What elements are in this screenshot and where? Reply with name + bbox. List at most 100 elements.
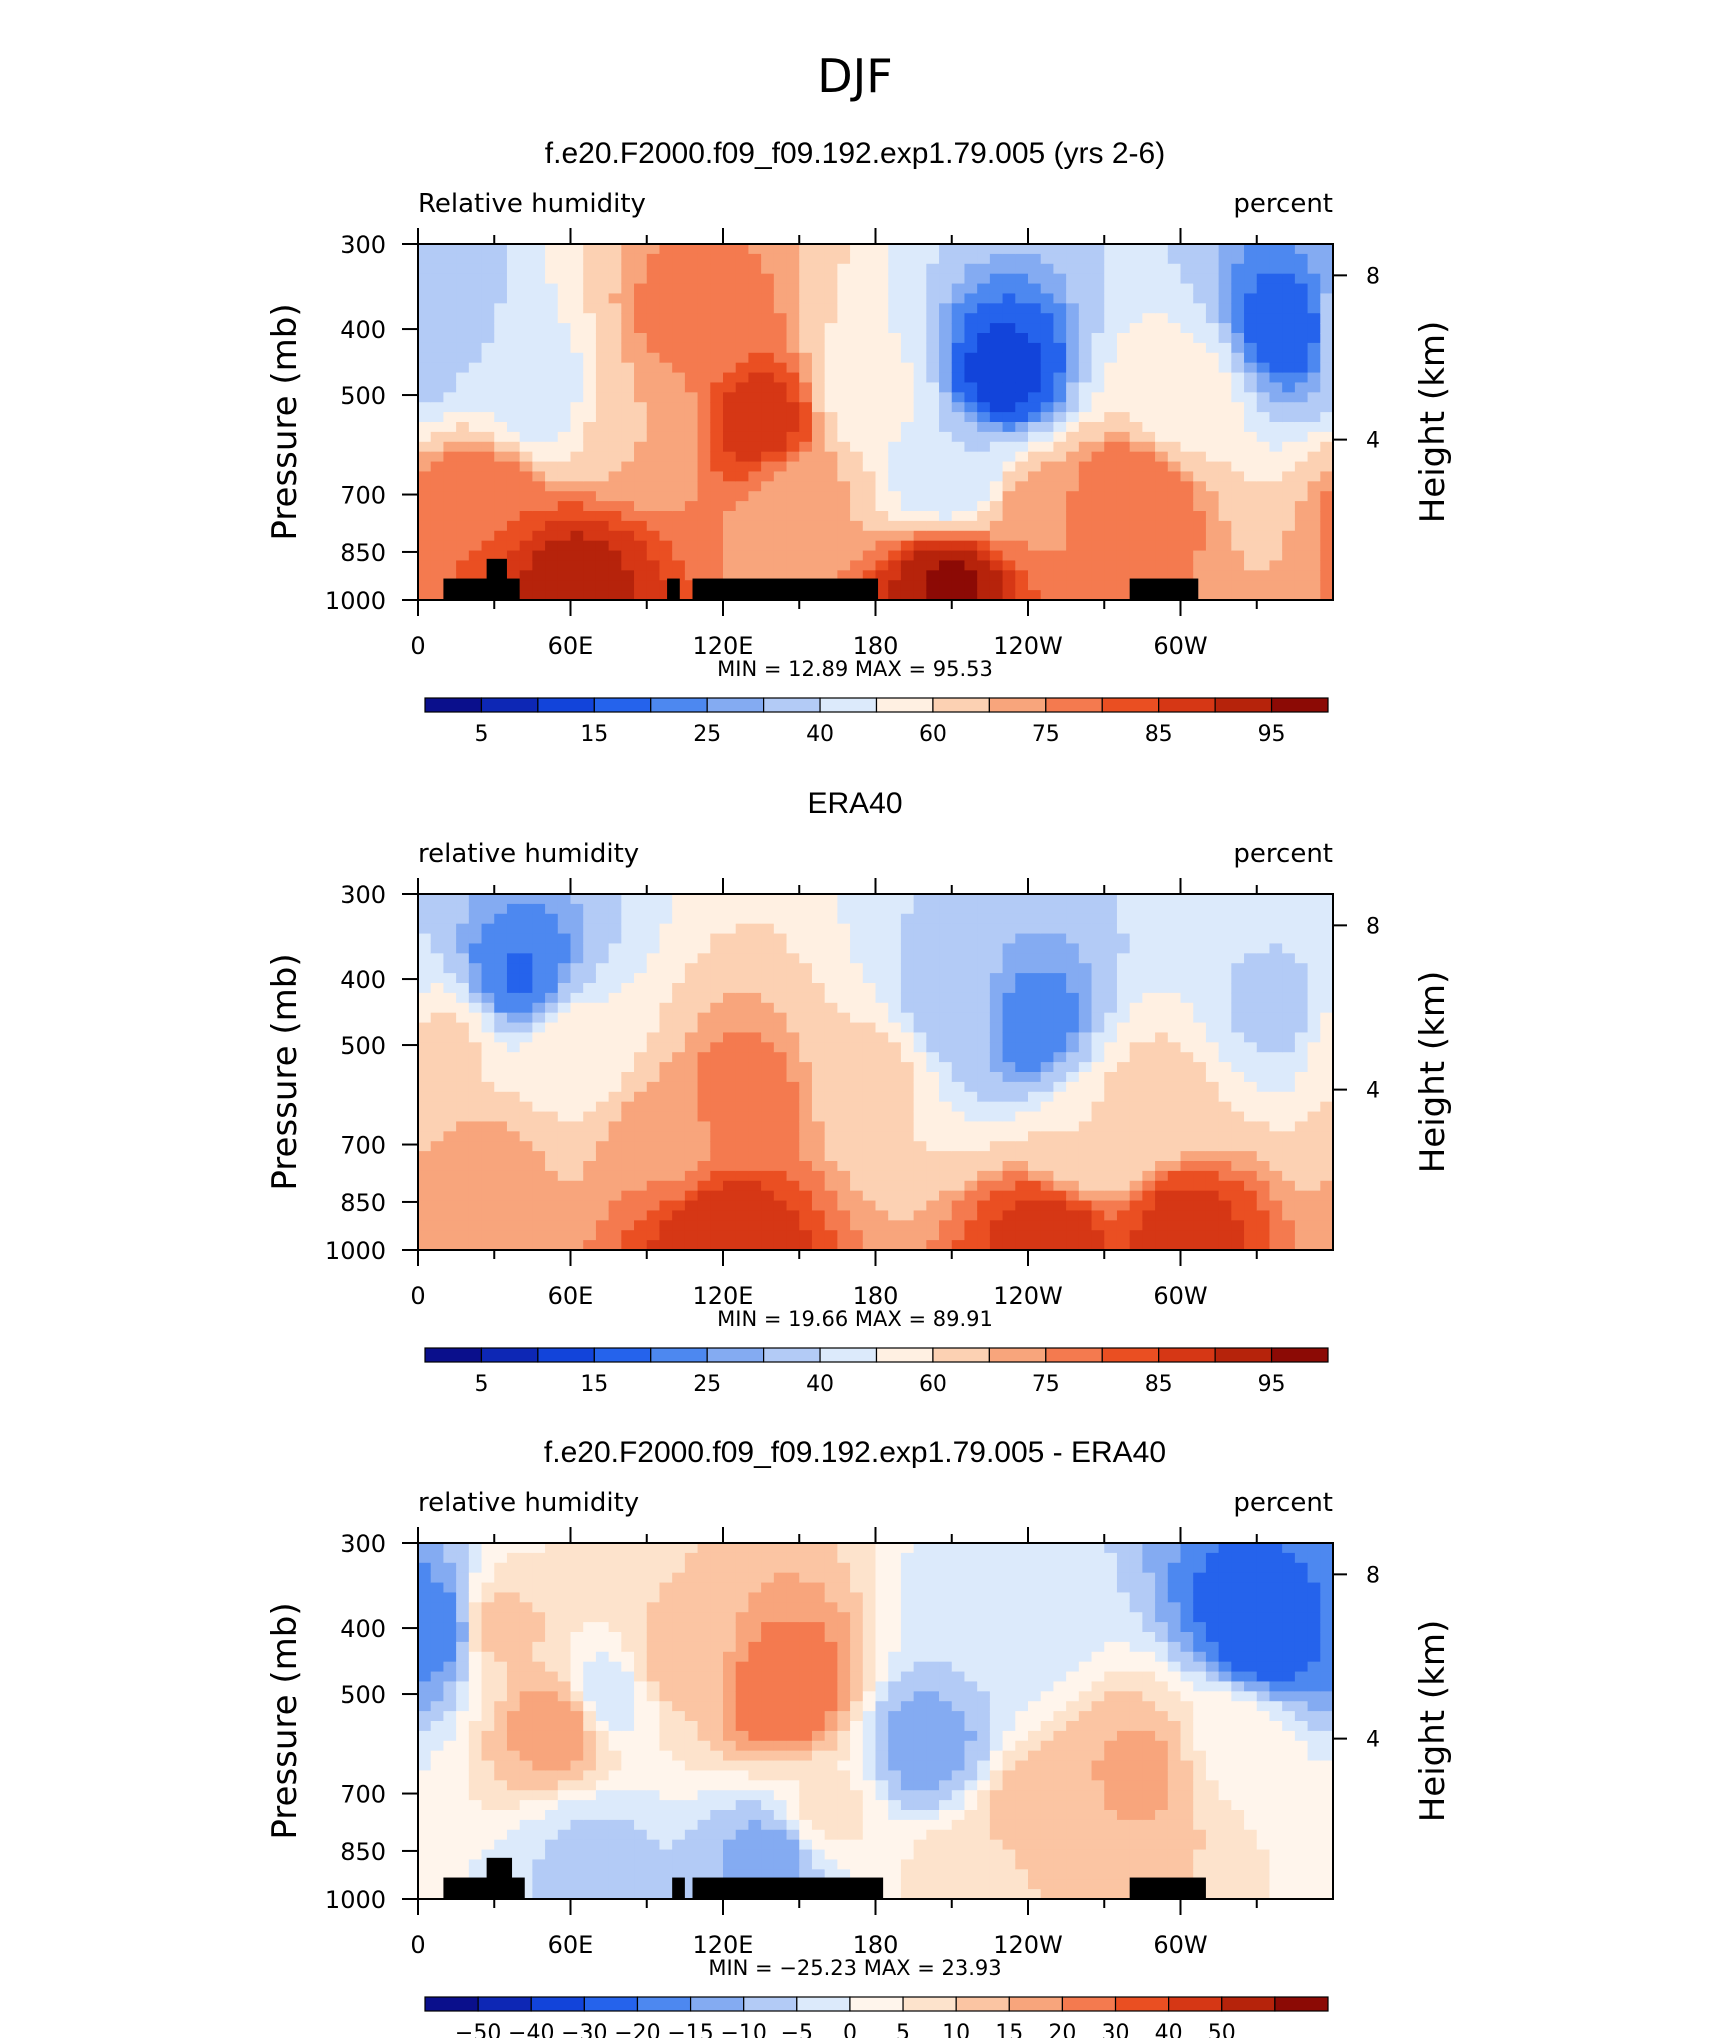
field-cell: [1282, 352, 1296, 364]
field-cell: [900, 1101, 915, 1113]
field-cell: [1167, 263, 1182, 275]
field-cell: [634, 983, 648, 994]
field-cell: [939, 1121, 953, 1132]
field-cell: [621, 253, 635, 265]
field-cell: [1231, 570, 1245, 581]
field-cell: [926, 1121, 940, 1132]
field-cell: [900, 903, 915, 915]
field-cell: [430, 913, 445, 925]
field-cell: [1231, 253, 1245, 265]
field-cell: [850, 530, 864, 542]
field-cell: [1193, 511, 1207, 522]
field-cell: [456, 923, 470, 935]
field-cell: [1116, 1240, 1131, 1250]
field-cell: [570, 570, 584, 581]
field-cell: [672, 1022, 686, 1034]
field-cell: [1104, 953, 1118, 964]
field-cell: [481, 923, 495, 935]
field-cell: [1269, 362, 1283, 374]
field-cell: [1066, 382, 1080, 393]
field-cell: [659, 953, 673, 964]
field-cell: [926, 293, 940, 304]
field-cell: [456, 253, 470, 265]
field-cell: [964, 943, 978, 954]
field-cell: [888, 491, 902, 502]
field-cell: [519, 431, 533, 443]
field-cell: [1142, 1091, 1156, 1103]
field-cell: [506, 431, 521, 443]
field-cell: [481, 1210, 495, 1221]
field-cell: [926, 1111, 940, 1123]
field-cell: [1078, 1111, 1093, 1123]
field-cell: [799, 1200, 813, 1212]
field-cell: [532, 1032, 546, 1043]
field-cell: [951, 471, 966, 482]
field-cell: [545, 313, 559, 324]
field-cell: [900, 894, 915, 905]
field-cell: [1078, 530, 1093, 542]
field-cell: [494, 372, 508, 384]
field-cell: [418, 412, 432, 423]
field-cell: [1053, 412, 1067, 423]
field-cell: [735, 441, 750, 453]
field-cell: [1028, 313, 1042, 324]
field-cell: [621, 1052, 635, 1063]
field-cell: [1218, 992, 1232, 1004]
field-cell: [977, 1190, 991, 1202]
field-cell: [1193, 293, 1207, 304]
field-cell: [1104, 1170, 1118, 1182]
field-cell: [1256, 530, 1271, 542]
field-cell: [1053, 560, 1067, 571]
field-cell: [494, 461, 508, 473]
field-cell: [634, 382, 648, 393]
field-cell: [1078, 1180, 1093, 1192]
field-cell: [621, 333, 635, 344]
field-cell: [1218, 520, 1232, 532]
field-cell: [456, 372, 470, 384]
field-cell: [913, 903, 927, 915]
field-cell: [646, 1151, 661, 1162]
field-cell: [621, 590, 635, 600]
field-cell: [583, 1022, 597, 1034]
field-cell: [786, 913, 800, 925]
field-cell: [430, 963, 445, 974]
field-cell: [1053, 1081, 1067, 1093]
field-cell: [1193, 1131, 1207, 1142]
field-cell: [1205, 560, 1220, 571]
field-cell: [646, 1062, 661, 1073]
field-cell: [519, 550, 533, 562]
field-cell: [1040, 1161, 1055, 1172]
field-cell: [570, 244, 584, 255]
field-cell: [1218, 894, 1232, 905]
field-cell: [1180, 1081, 1194, 1093]
field-cell: [1002, 244, 1016, 255]
field-cell: [1015, 372, 1029, 384]
field-cell: [1129, 1151, 1143, 1162]
field-cell: [786, 461, 800, 473]
field-cell: [837, 1190, 851, 1202]
field-cell: [481, 1131, 495, 1142]
field-cell: [1167, 1091, 1182, 1103]
field-cell: [1167, 983, 1182, 994]
field-cell: [799, 1210, 813, 1221]
field-cell: [888, 402, 902, 413]
field-cell: [1078, 963, 1093, 974]
field-cell: [456, 1170, 470, 1182]
field-cell: [634, 501, 648, 512]
field-cell: [430, 461, 445, 473]
field-cell: [1015, 471, 1029, 482]
field-cell: [837, 570, 851, 581]
field-cell: [964, 1240, 978, 1250]
field-cell: [989, 1062, 1004, 1073]
field-cell: [862, 1042, 877, 1053]
field-cell: [1282, 392, 1296, 403]
field-cell: [443, 481, 457, 492]
field-cell: [723, 412, 737, 423]
field-cell: [1231, 481, 1245, 492]
field-cell: [659, 481, 673, 492]
field-cell: [646, 1052, 661, 1063]
field-cell: [723, 431, 737, 443]
field-cell: [773, 953, 788, 964]
field-cell: [1205, 1042, 1220, 1053]
field-cell: [811, 1141, 826, 1152]
